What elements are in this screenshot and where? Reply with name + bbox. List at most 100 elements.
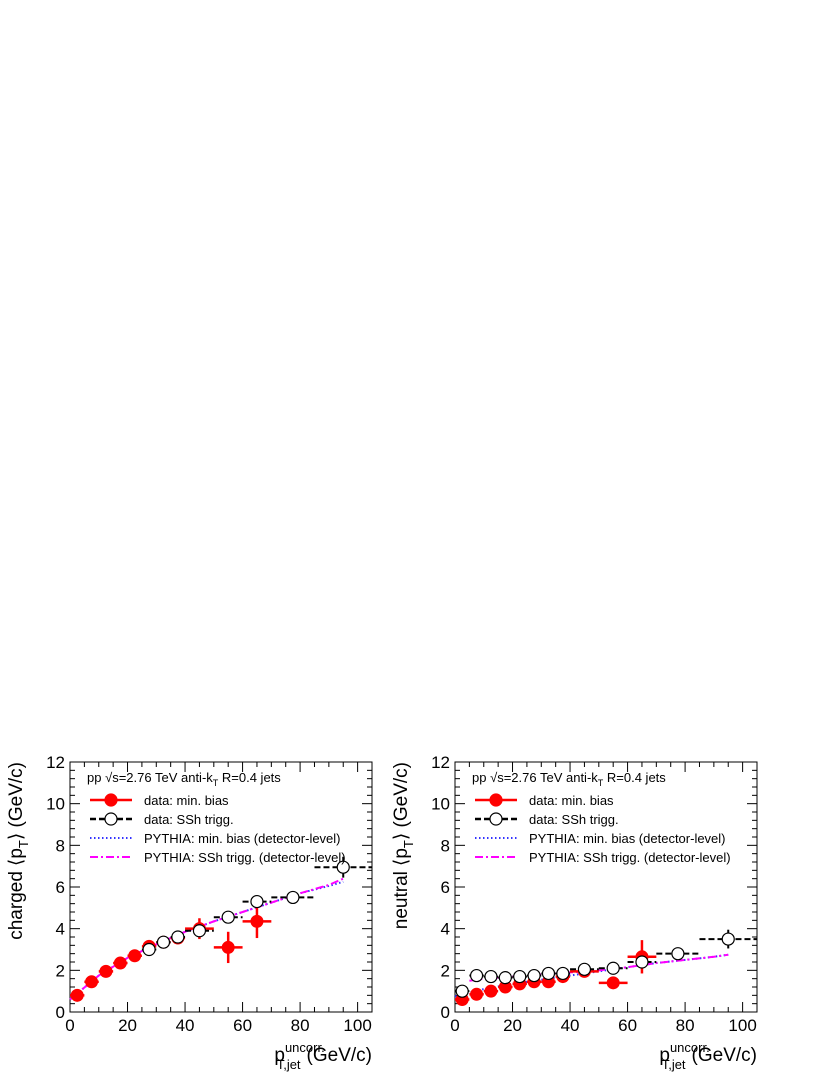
x-axis-label-sup: uncorr. [670,1040,710,1055]
legend-entry: PYTHIA: SSh trigg. (detector-level) [144,850,346,865]
legend-entry: data: SSh trigg. [144,812,234,827]
legend-marker [104,812,118,826]
annotation-main: pp √s=2.76 TeV anti-k [472,770,598,785]
x-axis-label-unit: (GeV/c) [692,1045,757,1066]
filled-circle-marker [70,988,84,1002]
legend-entry: PYTHIA: min. bias (detector-level) [529,831,726,846]
filled-circle-marker [99,964,113,978]
legend-marker [489,793,503,807]
open-circle-marker [469,968,484,983]
open-circle-marker [527,968,541,983]
open-circle-marker [286,890,300,905]
x-axis-label-sup: uncorr. [285,1040,325,1055]
legend-entry: data: min. bias [529,793,614,808]
y-tick-label: 12 [431,753,450,772]
legend-entry: data: SSh trigg. [529,812,619,827]
filled-circle-marker [128,949,142,963]
annotation-main: pp √s=2.76 TeV anti-k [87,770,213,785]
filled-circle-marker [221,940,235,954]
y-tick-label: 10 [46,795,65,814]
x-tick-label: 60 [618,1016,637,1035]
y-tick-label: 4 [441,920,450,939]
open-circle-marker [336,860,350,874]
open-circle-marker [142,942,156,957]
open-circle-marker [671,947,685,961]
y-axis-label-unit: ⟩ (GeV/c) [6,762,27,840]
open-circle-marker [455,984,469,998]
filled-circle-marker [85,975,99,989]
y-tick-label: 4 [56,920,65,939]
x-axis-label-unit: (GeV/c) [307,1045,372,1066]
x-tick-label: 20 [118,1016,137,1035]
legend-marker [104,793,118,807]
open-circle-marker [513,969,527,984]
open-circle-marker [635,955,649,969]
y-tick-label: 6 [441,878,450,897]
y-axis-label-sub: T [401,840,416,848]
y-axis-label-main: ⟨p [6,848,27,866]
open-circle-marker [221,910,235,924]
y-axis-label-unit: ⟩ (GeV/c) [391,762,412,840]
open-circle-marker [498,971,512,985]
y-tick-label: 8 [56,836,65,855]
y-tick-label: 0 [56,1003,65,1022]
open-circle-marker [721,932,735,946]
x-tick-label: 100 [728,1016,756,1035]
x-tick-label: 40 [561,1016,580,1035]
filled-circle-marker [470,987,484,1001]
open-circle-marker [556,966,570,981]
y-axis-label: neutral ⟨pT⟩ (GeV/c) [391,762,416,929]
y-tick-label: 8 [441,836,450,855]
x-axis-label-main: p [274,1045,285,1066]
series-line-dotted-line [69,880,344,1001]
annotation: pp √s=2.76 TeV anti-kT R=0.4 jets [87,770,281,788]
annotation-sub: T [213,778,219,788]
y-tick-label: 12 [46,753,65,772]
open-circle-marker [156,935,171,949]
legend-marker [489,812,503,826]
x-axis-label-sub: T,jet [662,1057,686,1072]
open-circle-marker [192,924,207,938]
open-circle-marker [484,969,498,984]
neutral-panel: 0 20 40 60 80 100 0 2 4 6 8 10 12 puncorr. T,jet (GeV/c… [391,753,758,1072]
y-axis-label-prefix: charged [6,871,27,940]
x-axis-label: puncorr. T,jet (GeV/c) [274,1040,372,1072]
y-axis-label-main: ⟨p [391,848,412,866]
open-circle-marker [606,961,620,975]
filled-circle-marker [484,984,498,998]
y-axis-label: charged ⟨pT⟩ (GeV/c) [6,762,31,940]
x-tick-label: 80 [291,1016,310,1035]
y-axis-label-prefix: neutral [391,871,412,929]
annotation-tail: R=0.4 jets [218,770,281,785]
filled-circle-marker [250,914,264,928]
y-tick-label: 6 [56,878,65,897]
x-axis-label-sub: T,jet [277,1057,301,1072]
charged-panel: 0 20 40 60 80 100 0 2 4 6 8 10 12 puncorr. T,jet (GeV/c… [6,753,373,1072]
open-circle-marker [577,962,592,976]
x-tick-label: 80 [676,1016,695,1035]
annotation-tail: R=0.4 jets [603,770,666,785]
open-circle-marker [250,894,264,909]
annotation-sub: T [598,778,604,788]
x-tick-label: 60 [233,1016,252,1035]
x-axis-label-main: p [659,1045,670,1066]
annotation: pp √s=2.76 TeV anti-kT R=0.4 jets [472,770,666,788]
y-tick-label: 10 [431,795,450,814]
x-axis-label: puncorr. T,jet (GeV/c) [659,1040,757,1072]
legend-entry: PYTHIA: SSh trigg. (detector-level) [529,850,731,865]
legend-entry: PYTHIA: min. bias (detector-level) [144,831,341,846]
open-circle-marker [171,930,185,944]
filled-circle-marker [606,976,620,990]
x-tick-label: 40 [176,1016,195,1035]
x-tick-label: 100 [343,1016,371,1035]
y-axis-label-sub: T [16,840,31,848]
y-tick-label: 0 [441,1003,450,1022]
y-tick-label: 2 [441,961,450,980]
legend-entry: data: min. bias [144,793,229,808]
x-tick-label: 0 [65,1016,74,1035]
x-tick-label: 0 [450,1016,459,1035]
filled-circle-marker [113,956,127,970]
x-tick-label: 20 [503,1016,522,1035]
y-tick-label: 2 [56,961,65,980]
